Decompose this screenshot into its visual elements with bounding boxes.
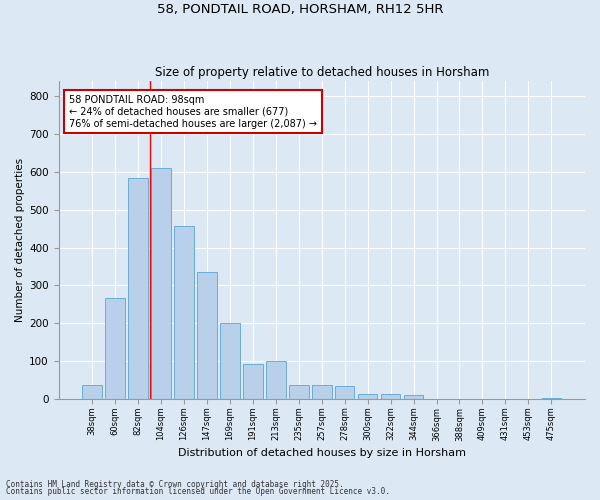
Bar xyxy=(106,298,125,399)
Y-axis label: Number of detached properties: Number of detached properties xyxy=(15,158,25,322)
Bar xyxy=(128,178,148,399)
Bar xyxy=(358,394,377,399)
Bar xyxy=(174,226,194,399)
Bar xyxy=(542,398,561,399)
Bar xyxy=(381,394,400,399)
Bar xyxy=(197,272,217,399)
X-axis label: Distribution of detached houses by size in Horsham: Distribution of detached houses by size … xyxy=(178,448,466,458)
Bar xyxy=(220,323,239,399)
Bar xyxy=(289,384,308,399)
Title: Size of property relative to detached houses in Horsham: Size of property relative to detached ho… xyxy=(155,66,489,78)
Text: 58, PONDTAIL ROAD, HORSHAM, RH12 5HR: 58, PONDTAIL ROAD, HORSHAM, RH12 5HR xyxy=(157,2,443,16)
Text: Contains HM Land Registry data © Crown copyright and database right 2025.: Contains HM Land Registry data © Crown c… xyxy=(6,480,344,489)
Bar xyxy=(82,384,102,399)
Bar xyxy=(151,168,171,399)
Bar xyxy=(404,395,424,399)
Text: Contains public sector information licensed under the Open Government Licence v3: Contains public sector information licen… xyxy=(6,487,390,496)
Bar xyxy=(266,361,286,399)
Text: 58 PONDTAIL ROAD: 98sqm
← 24% of detached houses are smaller (677)
76% of semi-d: 58 PONDTAIL ROAD: 98sqm ← 24% of detache… xyxy=(69,96,317,128)
Bar xyxy=(312,384,332,399)
Bar xyxy=(335,386,355,399)
Bar xyxy=(243,364,263,399)
